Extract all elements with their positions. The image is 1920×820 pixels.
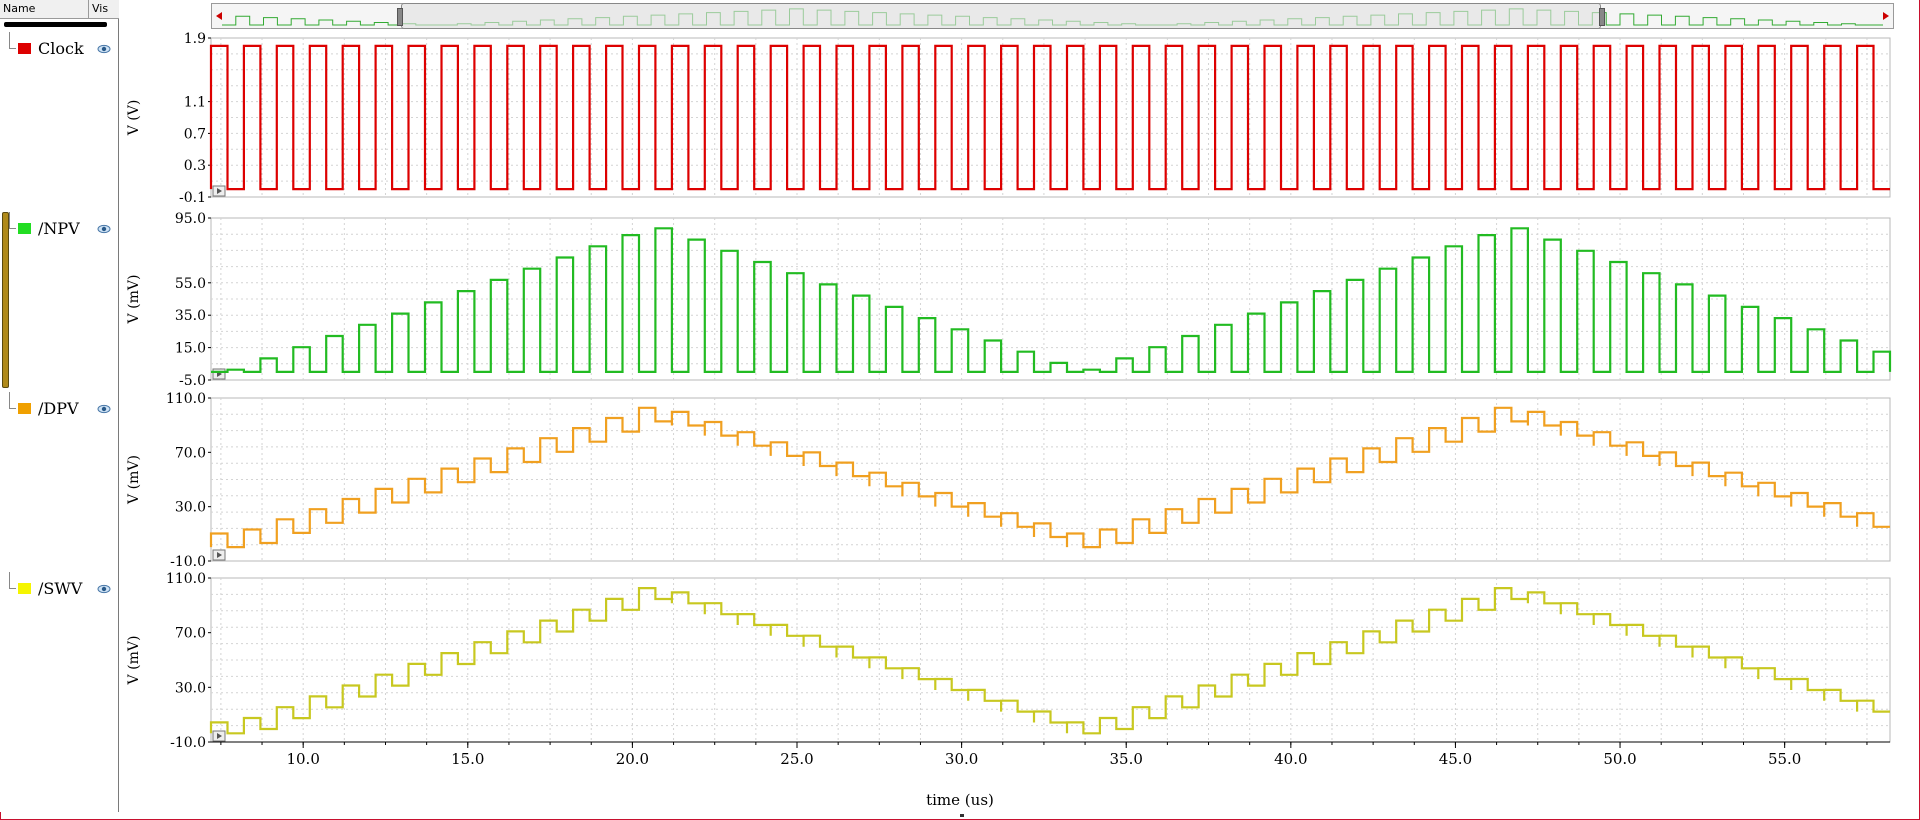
- x-axis-title: time (us): [926, 791, 994, 809]
- signal-item-dpv[interactable]: /DPV: [0, 392, 119, 420]
- y-axis-label: V (mV): [126, 455, 142, 505]
- signal-group-bar: [4, 22, 107, 27]
- signal-list-header: Name Vis: [0, 0, 119, 19]
- y-tick-label: 30.0: [175, 500, 206, 516]
- color-swatch[interactable]: [18, 403, 31, 414]
- y-tick-label: -10.0: [170, 735, 206, 751]
- plot-swv: 110.0 70.0 30.0 -10.0 V (mV): [126, 571, 1891, 751]
- y-tick-label: 0.7: [184, 126, 206, 142]
- x-tick-label: 30.0: [945, 750, 978, 768]
- y-axis-label: V (mV): [126, 636, 142, 686]
- y-tick-label: 15.0: [175, 341, 206, 357]
- waveform-npv: [211, 227, 1892, 373]
- tree-connector: [9, 392, 16, 409]
- y-tick-label: 110.0: [166, 391, 206, 407]
- plot-npv: 95.0 55.0 35.0 15.0 -5.0 V (mV): [126, 211, 1892, 389]
- signal-list-panel: Name Vis Clock /NPV /DPV /SWV: [0, 0, 119, 812]
- eye-icon[interactable]: [97, 222, 111, 236]
- waveform-dpv: [209, 406, 1890, 549]
- thumb-left-handle[interactable]: [397, 8, 403, 26]
- x-tick-label: 40.0: [1274, 750, 1307, 768]
- y-tick-label: 30.0: [175, 680, 206, 696]
- column-separator[interactable]: [88, 0, 89, 18]
- y-tick-label: 0.3: [184, 158, 206, 174]
- signal-label[interactable]: Clock: [38, 39, 84, 58]
- color-swatch[interactable]: [18, 223, 31, 234]
- tree-connector: [9, 572, 16, 589]
- scroll-right-icon[interactable]: [1882, 11, 1890, 21]
- x-tick-label: 45.0: [1439, 750, 1472, 768]
- play-icon[interactable]: [212, 730, 226, 742]
- x-tick-label: 20.0: [616, 750, 649, 768]
- selection-marker[interactable]: [2, 212, 9, 388]
- play-icon[interactable]: [212, 368, 226, 380]
- scroll-left-icon[interactable]: [215, 11, 223, 21]
- signal-label[interactable]: /SWV: [38, 579, 83, 598]
- x-axis: 10.0 15.0 20.0 25.0 30.0 35.0 40.0 45.0 50.0 55.0: [211, 741, 1890, 768]
- plot-dpv: 110.0 70.0 30.0 -10.0 V (mV): [126, 391, 1891, 570]
- x-tick-label: 25.0: [780, 750, 813, 768]
- eye-icon[interactable]: [97, 582, 111, 596]
- plot-clock: 1.9 1.1 0.7 0.3 -0.1 V (V): [126, 31, 1891, 206]
- waveform-clock: [209, 44, 1890, 191]
- play-icon[interactable]: [212, 185, 226, 197]
- overview-thumb[interactable]: [397, 3, 1605, 29]
- signal-label[interactable]: /NPV: [38, 219, 80, 238]
- y-tick-label: 70.0: [175, 626, 206, 642]
- tree-connector: [9, 32, 16, 49]
- x-tick-label: 55.0: [1768, 750, 1801, 768]
- signal-label[interactable]: /DPV: [38, 399, 79, 418]
- y-tick-label: 70.0: [175, 445, 206, 461]
- color-swatch[interactable]: [18, 43, 31, 54]
- signal-item-swv[interactable]: /SWV: [0, 572, 119, 600]
- y-tick-label: -5.0: [179, 373, 206, 389]
- x-tick-label: 35.0: [1110, 750, 1143, 768]
- waveform-swv: [209, 587, 1890, 735]
- y-tick-label: 95.0: [175, 211, 206, 227]
- eye-icon[interactable]: [97, 42, 111, 56]
- x-tick-label: 10.0: [286, 750, 319, 768]
- tree-connector: [9, 212, 16, 229]
- signal-item-npv[interactable]: /NPV: [0, 212, 119, 240]
- thumb-right-handle[interactable]: [1599, 8, 1605, 26]
- play-icon[interactable]: [212, 549, 226, 561]
- y-tick-label: 35.0: [175, 308, 206, 324]
- y-axis-label: V (mV): [126, 275, 142, 325]
- y-axis-label: V (V): [126, 100, 142, 137]
- x-tick-label: 50.0: [1603, 750, 1636, 768]
- column-vis-header[interactable]: Vis: [92, 2, 109, 15]
- y-tick-label: -0.1: [179, 190, 206, 206]
- bottom-mark: [960, 814, 964, 817]
- y-tick-label: -10.0: [170, 554, 206, 570]
- y-tick-label: 110.0: [166, 571, 206, 587]
- waveform-plots[interactable]: 1.9 1.1 0.7 0.3 -0.1 V (V) 95.0 55.0 35.0 15.0 -5.…: [0, 0, 1920, 800]
- y-tick-label: 1.9: [184, 31, 206, 47]
- color-swatch[interactable]: [18, 583, 31, 594]
- x-tick-label: 15.0: [451, 750, 484, 768]
- signal-item-clock[interactable]: Clock: [0, 32, 119, 60]
- y-tick-label: 1.1: [184, 95, 206, 111]
- eye-icon[interactable]: [97, 402, 111, 416]
- column-name-header[interactable]: Name: [3, 2, 36, 15]
- y-tick-label: 55.0: [175, 276, 206, 292]
